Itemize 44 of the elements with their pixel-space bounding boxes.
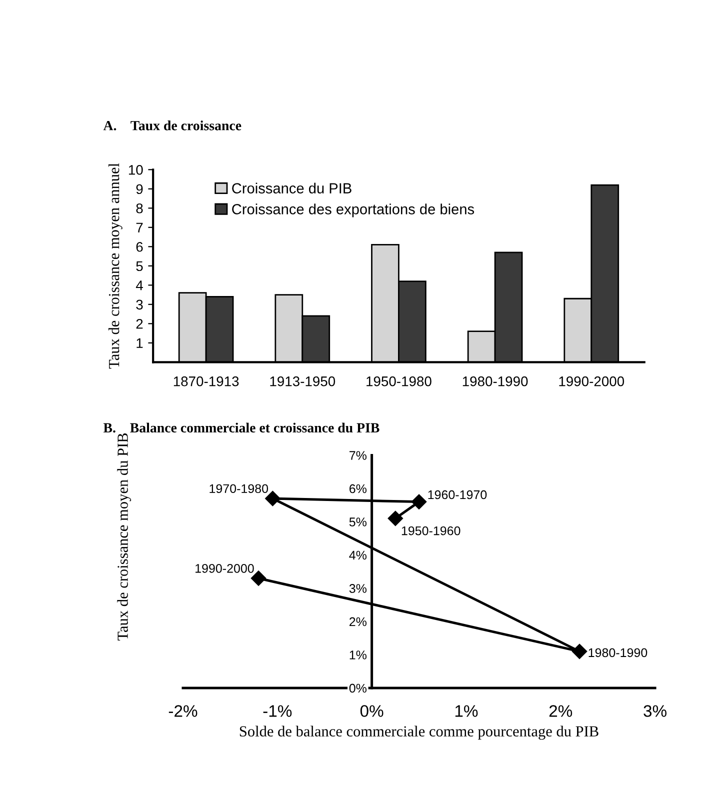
y-tick-label: 3 [136,300,143,310]
x-axis-title: Solde de balance commerciale comme pourcentage du PIB [240,726,598,740]
x-tick-label: 1870-1913 [174,376,239,386]
y-tick-label: 9 [136,184,143,194]
annotation: 1980-1990 [588,648,648,658]
y-tick-label: 5% [349,518,366,526]
annotation: 1960-1970 [428,490,487,500]
x-tick-label: 1990-2000 [559,376,624,386]
y-tick-label: 2% [350,617,366,626]
y-tick-label: 4 [136,280,143,290]
legend-label: Croissance du PIB [232,182,352,194]
y-tick-label: 8 [136,203,143,214]
x-tick-label: 1% [455,705,478,717]
annotation: 1990-2000 [196,564,254,573]
annotation: 1970-1980 [210,484,268,494]
x-tick-label: 3% [644,705,666,717]
y-tick-label: 7% [350,451,366,460]
point [572,644,588,659]
y-tick-label: 4% [349,550,366,560]
legend-label: Croissance des exportations de biens [232,204,474,218]
point [411,494,427,510]
y-tick-label: 3% [349,584,366,593]
y-tick-label: 10 [128,164,143,175]
point [388,510,403,526]
y-tick-label: 5 [136,261,143,272]
x-tick-label: 0% [360,705,384,717]
y-tick-label: 1 [136,338,143,348]
y-tick-label: 2 [136,318,143,329]
y-axis-title: Taux de croissance moyen annuel [108,163,122,369]
y-tick-label: 6% [350,484,366,494]
y-axis-title: Taux de croissance moyen du PIB [117,433,132,640]
x-tick-label: 1913-1950 [270,376,336,386]
chart-title: B. Balance commerciale et croissance du PIB [103,422,380,433]
x-tick-label: -2% [168,705,198,717]
y-tick-label: 1% [350,650,366,660]
y-tick-label: 0% [349,684,366,693]
x-tick-label: -1% [263,705,292,717]
chart-title: A. Taux de croissance [103,120,242,130]
y-tick-label: 7 [136,222,143,232]
x-tick-label: 2% [549,705,572,717]
x-tick-label: 1950-1980 [366,376,432,386]
y-tick-label: 6 [136,242,143,252]
x-tick-label: 1980-1990 [462,376,528,386]
annotation: 1950-1960 [402,526,460,536]
